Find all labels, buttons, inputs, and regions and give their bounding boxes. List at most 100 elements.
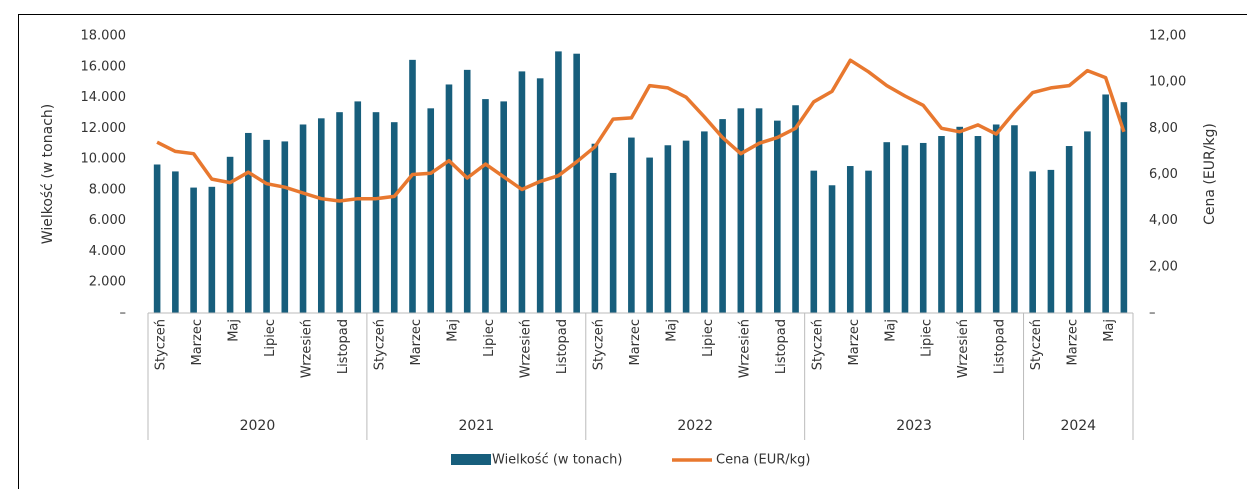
x-tick-label: Marzec <box>628 319 643 366</box>
x-tick-label: Wrzesień <box>300 319 315 378</box>
bar <box>153 164 161 313</box>
x-tick-label: Lipiec <box>482 319 497 357</box>
x-tick-label: Maj <box>445 319 460 342</box>
bar <box>299 124 307 313</box>
bar <box>956 126 964 314</box>
x-tick-label: Wrzesień <box>737 319 752 378</box>
bar <box>628 137 635 313</box>
bar <box>1029 171 1036 313</box>
bar <box>919 142 927 313</box>
x-tick-label: Listopad <box>774 319 789 374</box>
bar <box>354 101 362 314</box>
x-tick-label: Listopad <box>555 319 570 374</box>
bar <box>317 118 325 313</box>
y-tick-label: 4.000 <box>89 244 126 259</box>
bar <box>755 108 763 313</box>
bar <box>992 124 1000 313</box>
y2-tick-label: 10,00 <box>1149 75 1186 90</box>
bar <box>518 71 526 314</box>
bar <box>263 139 270 313</box>
x-tick-label: Lipiec <box>263 319 278 357</box>
bar <box>1065 146 1073 313</box>
bar <box>245 132 252 313</box>
bar <box>390 122 398 313</box>
group-label: 2023 <box>896 418 932 434</box>
bar <box>482 99 489 313</box>
x-tick-label: Styczeń <box>373 319 388 370</box>
x-tick-label: Styczeń <box>1029 319 1044 370</box>
bar <box>409 59 416 313</box>
bar <box>536 78 544 313</box>
x-tick-label: Marzec <box>190 319 205 366</box>
bar <box>1084 131 1091 313</box>
x-tick-label: Listopad <box>993 319 1008 374</box>
bar <box>1102 94 1109 313</box>
y2-tick-label: 12,00 <box>1149 29 1186 44</box>
y-tick-label: 8.000 <box>89 182 126 197</box>
bar <box>555 51 562 314</box>
bar <box>372 112 380 313</box>
x-tick-label: Styczeń <box>591 319 606 370</box>
bar <box>865 170 872 313</box>
bar <box>938 136 945 313</box>
x-tick-label: Wrzesień <box>956 319 971 378</box>
y2-tick-label: 2,00 <box>1149 259 1178 274</box>
bar <box>737 108 745 313</box>
y-axis-label: Wielkość (w tonach) <box>40 104 56 244</box>
bar <box>445 84 453 313</box>
x-tick-label: Maj <box>227 319 242 342</box>
x-tick-label: Marzec <box>1066 319 1081 366</box>
y-tick-label: 2.000 <box>89 275 126 290</box>
bar <box>774 120 781 313</box>
bar <box>573 53 580 313</box>
x-tick-label: Maj <box>883 319 898 342</box>
x-tick-label: Styczeń <box>810 319 825 370</box>
bar <box>172 171 179 313</box>
y-tick-label: 6.000 <box>89 213 126 228</box>
bar <box>1047 169 1055 313</box>
y2-tick-label: 6,00 <box>1149 167 1178 182</box>
bar <box>883 142 891 313</box>
bar <box>828 185 836 313</box>
bar <box>281 141 289 313</box>
bar <box>664 145 672 313</box>
legend-label: Cena (EUR/kg) <box>716 453 810 468</box>
x-tick-label: Marzec <box>409 319 424 366</box>
bar <box>682 140 690 313</box>
y2-tick-label: 8,00 <box>1149 121 1178 136</box>
x-tick-label: Maj <box>664 319 679 342</box>
bar <box>1120 102 1128 313</box>
line <box>156 58 1126 203</box>
x-tick-label: Lipiec <box>701 319 716 357</box>
bar <box>427 108 435 313</box>
y2-axis-label: Cena (EUR/kg) <box>1202 123 1218 225</box>
y2-tick-label: – <box>1149 306 1156 321</box>
y2-tick-label: 4,00 <box>1149 213 1178 228</box>
bar <box>846 166 854 313</box>
group-label: 2021 <box>459 418 495 434</box>
x-tick-label: Maj <box>1102 319 1117 342</box>
y-tick-label: 10.000 <box>81 152 127 167</box>
bar <box>810 170 818 313</box>
bar <box>719 119 726 313</box>
legend-swatch <box>451 454 491 465</box>
bar <box>226 156 234 313</box>
y-tick-label: – <box>120 306 127 321</box>
x-tick-label: Wrzesień <box>518 319 533 378</box>
y-tick-label: 18.000 <box>81 29 127 44</box>
y-tick-label: 12.000 <box>81 121 127 136</box>
bar <box>591 143 599 313</box>
bar <box>190 187 197 313</box>
bar <box>336 112 343 313</box>
x-tick-label: Listopad <box>336 319 351 374</box>
x-tick-label: Styczeń <box>154 319 169 370</box>
group-label: 2024 <box>1060 418 1096 434</box>
bar <box>1011 125 1018 313</box>
group-label: 2020 <box>240 418 276 434</box>
x-tick-label: Marzec <box>847 319 862 366</box>
y-tick-label: 14.000 <box>81 90 127 105</box>
bar <box>609 172 617 313</box>
bar <box>500 101 507 314</box>
bar <box>463 69 471 313</box>
